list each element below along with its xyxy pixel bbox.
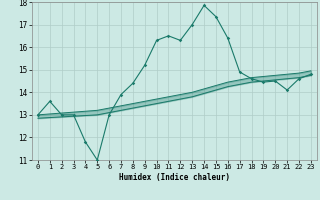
X-axis label: Humidex (Indice chaleur): Humidex (Indice chaleur) [119, 173, 230, 182]
